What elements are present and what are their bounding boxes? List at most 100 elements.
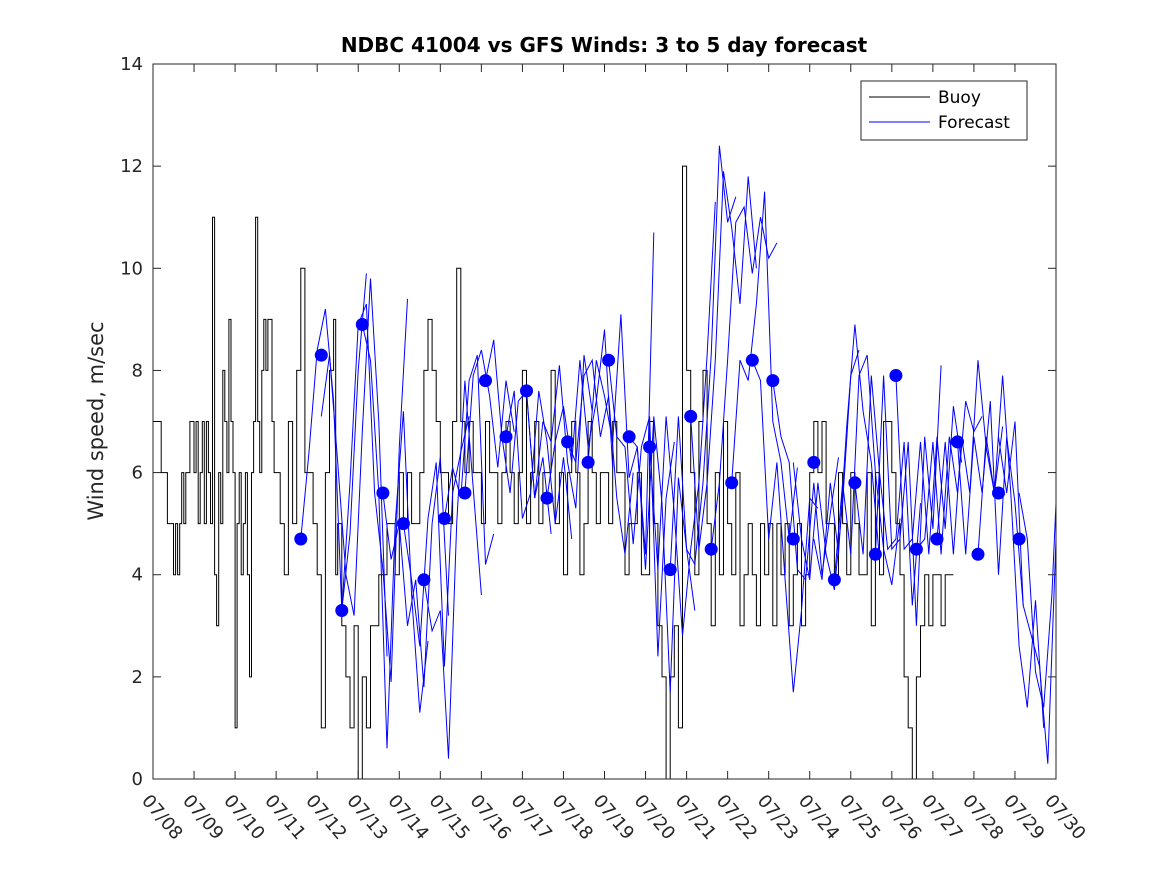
forecast-line xyxy=(998,421,1057,764)
forecast-line xyxy=(505,390,573,540)
legend-buoy-label: Buoy xyxy=(938,88,981,108)
forecast-marker xyxy=(684,409,698,423)
forecast-line xyxy=(567,358,634,555)
y-tick-label: 4 xyxy=(132,565,143,586)
forecast-marker xyxy=(355,318,369,331)
forecast-line xyxy=(854,375,921,606)
forecast-marker xyxy=(704,542,718,556)
forecast-marker xyxy=(376,486,390,500)
forecast-marker xyxy=(561,435,575,449)
forecast-marker xyxy=(909,542,923,556)
legend-box xyxy=(860,80,1028,141)
y-tick-label: 8 xyxy=(132,360,143,381)
x-tick-label: 07/15 xyxy=(424,791,473,844)
forecast-marker xyxy=(643,440,657,454)
x-tick-label: 07/17 xyxy=(507,791,556,844)
y-axis: 0 2 4 6 8 10 12 14 xyxy=(120,54,1056,790)
forecast-line xyxy=(772,380,839,582)
forecast-line xyxy=(587,232,655,555)
forecast-marker xyxy=(786,532,800,546)
forecast-markers xyxy=(294,318,1026,617)
x-tick-label: 07/29 xyxy=(999,791,1048,844)
forecast-marker xyxy=(622,430,636,444)
x-tick-label: 07/22 xyxy=(712,791,761,844)
forecast-marker xyxy=(540,491,554,505)
forecast-marker xyxy=(868,547,882,561)
plot-background xyxy=(153,64,1056,779)
x-tick-label: 07/23 xyxy=(753,791,802,844)
forecast-line xyxy=(1018,492,1057,708)
forecast-marker xyxy=(499,430,513,444)
forecast-marker xyxy=(396,517,410,531)
forecast-marker xyxy=(1012,532,1026,546)
y-tick-label: 6 xyxy=(132,463,143,484)
buoy-line xyxy=(153,165,954,780)
forecast-marker xyxy=(827,573,841,587)
forecast-marker xyxy=(294,532,308,546)
x-tick-label: 07/11 xyxy=(260,791,309,844)
y-tick-label: 12 xyxy=(120,156,143,177)
forecast-line xyxy=(649,201,716,637)
y-tick-label: 10 xyxy=(120,258,143,279)
y-tick-label: 2 xyxy=(132,667,143,688)
forecast-marker xyxy=(314,348,328,362)
x-tick-label: 07/18 xyxy=(548,791,597,844)
x-tick-label: 07/24 xyxy=(794,791,843,844)
y-tick-label: 14 xyxy=(120,54,143,75)
forecast-line xyxy=(957,401,1024,606)
forecast-marker xyxy=(745,353,759,367)
forecast-line xyxy=(320,278,388,657)
x-tick-label: 07/25 xyxy=(835,791,884,844)
forecast-line xyxy=(874,365,942,626)
forecast-line xyxy=(751,360,819,693)
x-tick-label: 07/14 xyxy=(383,791,432,844)
forecast-line xyxy=(423,380,482,759)
x-tick-label: 07/28 xyxy=(958,791,1007,844)
forecast-line xyxy=(977,375,1045,728)
x-tick-label: 07/21 xyxy=(671,791,720,844)
buoy-series xyxy=(153,165,954,780)
forecast-line xyxy=(402,416,470,667)
forecast-line xyxy=(382,457,449,688)
forecast-line xyxy=(485,339,552,534)
forecast-marker xyxy=(930,532,944,546)
forecast-marker xyxy=(437,512,451,525)
forecast-marker xyxy=(417,573,431,587)
forecast-marker xyxy=(479,374,492,388)
forecast-marker xyxy=(992,486,1005,500)
forecast-line xyxy=(792,349,860,591)
forecast-marker xyxy=(520,384,533,398)
legend: Buoy Forecast xyxy=(860,80,1028,141)
forecast-marker xyxy=(889,369,903,382)
forecast-line xyxy=(628,416,696,693)
y-tick-label: 0 xyxy=(132,769,143,790)
forecast-line xyxy=(300,273,367,611)
x-tick-label: 07/12 xyxy=(301,791,350,844)
legend-forecast-label: Forecast xyxy=(938,113,1010,133)
forecast-line xyxy=(916,400,983,555)
plot-area xyxy=(152,63,1057,780)
forecast-line xyxy=(710,205,778,550)
forecast-line xyxy=(546,329,614,499)
chart-title: NDBC 41004 vs GFS Winds: 3 to 5 day fore… xyxy=(341,33,868,57)
forecast-line xyxy=(341,298,408,683)
forecast-line xyxy=(361,324,429,749)
x-tick-label: 07/10 xyxy=(219,791,268,844)
x-tick-label: 07/16 xyxy=(466,791,515,844)
forecast-line xyxy=(669,145,737,570)
forecast-marker xyxy=(335,604,349,617)
forecast-series xyxy=(300,145,1057,764)
forecast-marker xyxy=(848,476,862,490)
x-tick-label: 07/08 xyxy=(137,791,186,844)
x-tick-label: 07/26 xyxy=(876,791,925,844)
x-tick-label: 07/13 xyxy=(342,791,391,844)
forecast-line xyxy=(731,191,798,540)
forecast-marker xyxy=(971,547,985,561)
forecast-marker xyxy=(581,455,595,469)
forecast-line xyxy=(833,354,901,586)
forecast-marker xyxy=(766,374,780,388)
forecast-marker xyxy=(458,486,472,500)
forecast-marker xyxy=(951,435,964,449)
x-tick-label: 07/19 xyxy=(589,791,638,844)
